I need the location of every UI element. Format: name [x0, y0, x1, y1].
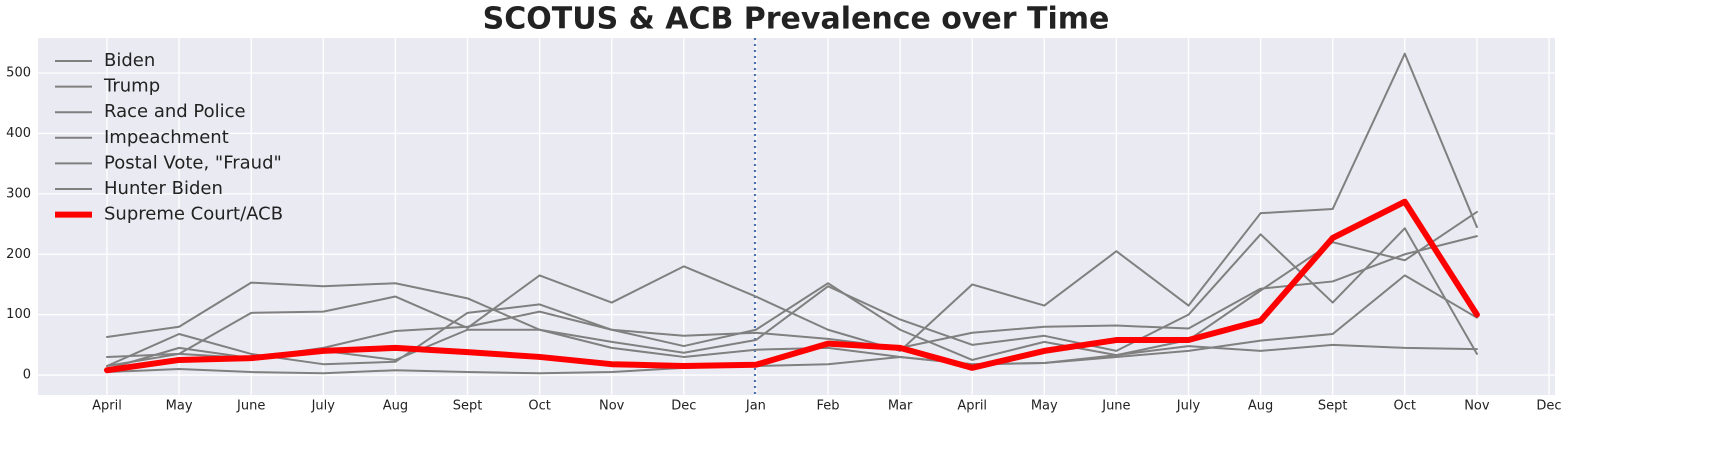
legend-label: Postal Vote, "Fraud" [104, 152, 282, 173]
x-tick-label: Dec [671, 399, 696, 414]
y-tick-label: 400 [6, 126, 31, 141]
y-tick-label: 200 [6, 247, 31, 262]
x-tick-label: July [1176, 399, 1201, 414]
x-tick-label: Feb [816, 399, 839, 414]
legend-label: Hunter Biden [104, 178, 223, 199]
x-tick-label: May [1031, 399, 1058, 414]
legend-label: Race and Police [104, 101, 246, 122]
x-tick-label: May [166, 399, 193, 414]
x-tick-label: April [957, 399, 987, 414]
x-tick-label: July [311, 399, 336, 414]
series-line [106, 210, 1478, 368]
legend-label: Biden [104, 50, 155, 71]
x-tick-label: Oct [1394, 399, 1416, 414]
series-line [104, 198, 1480, 374]
x-tick-label: Nov [599, 399, 625, 414]
x-tick-label: Jan [745, 399, 766, 414]
x-tick-label: April [92, 399, 122, 414]
y-tick-label: 500 [6, 66, 31, 81]
chart-title: SCOTUS & ACB Prevalence over Time [483, 2, 1110, 37]
x-tick-label: June [1101, 399, 1130, 414]
x-tick-label: Aug [1248, 399, 1273, 414]
series-line [106, 235, 1478, 371]
x-tick-label: Sept [1318, 399, 1348, 414]
x-tick-label: June [236, 399, 265, 414]
y-tick-label: 0 [23, 368, 31, 383]
x-tick-label: Oct [528, 399, 550, 414]
y-tick-label: 100 [6, 307, 31, 322]
x-tick-label: Sept [453, 399, 483, 414]
legend-label: Supreme Court/ACB [104, 204, 283, 225]
y-tick-label: 300 [6, 186, 31, 201]
legend-label: Impeachment [104, 127, 229, 148]
x-tick-label: Dec [1536, 399, 1561, 414]
series-line [106, 343, 1478, 375]
x-tick-label: Mar [888, 399, 913, 414]
x-tick-label: Aug [383, 399, 408, 414]
x-tick-label: Nov [1464, 399, 1490, 414]
legend-label: Trump [103, 76, 160, 97]
series-line [106, 52, 1478, 358]
